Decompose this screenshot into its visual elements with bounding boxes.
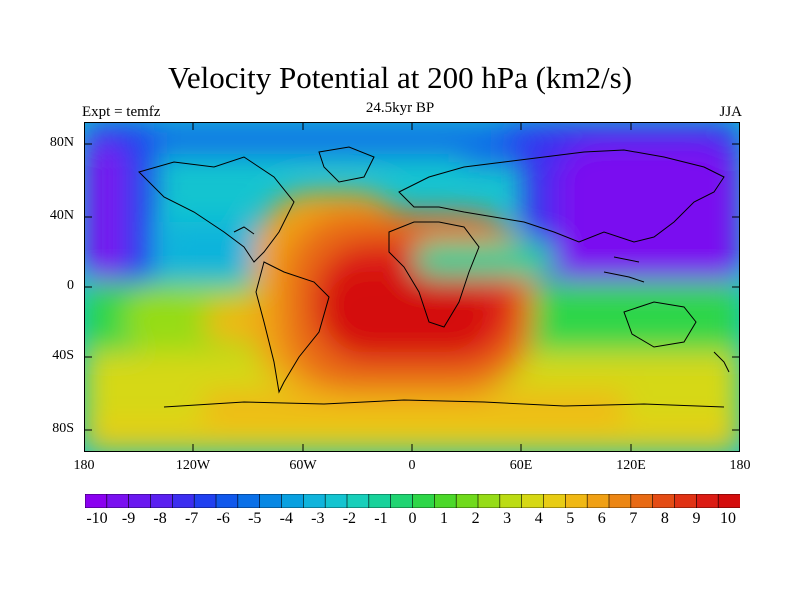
colorbar-cell <box>521 494 545 508</box>
lon-label-0: 0 <box>408 458 416 473</box>
colorbar-cell <box>652 494 676 508</box>
colorbar-tick-label: 10 <box>720 510 736 527</box>
velocity-potential-map <box>84 122 740 452</box>
coastlines <box>138 146 730 408</box>
colorbar-cell <box>346 494 370 508</box>
season-label: JJA <box>719 104 742 120</box>
colorbar-cell <box>150 494 174 508</box>
colorbar-tick-label: 5 <box>566 510 575 527</box>
colorbar-tick-label: -10 <box>86 510 108 527</box>
colorbar-tick-label: 9 <box>692 510 701 527</box>
colorbar-cell <box>128 494 152 508</box>
lon-label-120e: 120E <box>616 458 646 473</box>
colorbar-tick-label: 7 <box>629 510 638 527</box>
colorbar-cell <box>85 494 108 508</box>
colorbar-cell <box>237 494 261 508</box>
map-subtitle: 24.5kyr BP <box>365 100 435 116</box>
colorbar-cell <box>630 494 654 508</box>
lat-label-40s: 40S <box>52 348 74 363</box>
colorbar-cell <box>390 494 414 508</box>
field-layers <box>84 122 740 452</box>
colorbar-tick-label: -8 <box>153 510 167 527</box>
colorbar-cell <box>543 494 567 508</box>
lon-label-180w: 180 <box>73 458 95 473</box>
colorbar-cell <box>608 494 632 508</box>
colorbar-tick-label: 2 <box>471 510 480 527</box>
colorbar-tick-label: -4 <box>279 510 293 527</box>
lat-label-80s: 80S <box>52 421 74 436</box>
colorbar-cell <box>172 494 195 508</box>
colorbar-cell <box>215 494 239 508</box>
colorbar-tick-label: 8 <box>660 510 669 527</box>
axis-ticks <box>84 122 740 452</box>
colorbar-cell <box>324 494 348 508</box>
colorbar-tick-label: 3 <box>503 510 512 527</box>
map-title: Velocity Potential at 200 hPa (km2/s) <box>167 60 633 95</box>
lat-label-80n: 80N <box>49 135 74 150</box>
colorbar-tick-label: 4 <box>534 510 543 527</box>
colorbar-tick-label: -5 <box>248 510 262 527</box>
colorbar-cell <box>674 494 698 508</box>
colorbar-cell <box>303 494 326 508</box>
colorbar-tick-label: -1 <box>374 510 388 527</box>
colorbar-cell <box>434 494 457 508</box>
colorbar-tick-label: 6 <box>597 510 606 527</box>
colorbar-tick-label: 1 <box>440 510 449 527</box>
colorbar-tick-label: -2 <box>342 510 357 527</box>
colorbar-cell <box>412 494 436 508</box>
colorbar-tick-label: -9 <box>121 510 136 527</box>
colorbar-cell <box>259 494 283 508</box>
colorbar-cell <box>565 494 588 508</box>
colorbar-cell <box>717 494 740 508</box>
colorbar-cell <box>193 494 217 508</box>
lon-label-180e: 180 <box>729 458 751 473</box>
colorbar-cell <box>477 494 501 508</box>
colorbar-cell <box>696 494 719 508</box>
colorbar-tick-label: -7 <box>184 510 199 527</box>
lon-label-60w: 60W <box>289 458 317 473</box>
colorbar-cell <box>281 494 305 508</box>
lat-label-eq: 0 <box>67 278 74 293</box>
colorbar-tick-label: 0 <box>408 510 417 527</box>
colorbar-cell <box>106 494 130 508</box>
colorbar-cell <box>455 494 479 508</box>
colorbar <box>85 494 740 508</box>
colorbar-cell <box>499 494 523 508</box>
lat-label-40n: 40N <box>49 208 74 223</box>
colorbar-tick-label: -3 <box>311 510 325 527</box>
colorbar-tick-label: -6 <box>216 510 230 527</box>
experiment-label: Expt = temfz <box>82 104 161 120</box>
colorbar-cell <box>368 494 392 508</box>
lon-label-60e: 60E <box>509 458 533 473</box>
lon-label-120w: 120W <box>175 458 211 473</box>
colorbar-cell <box>586 494 610 508</box>
